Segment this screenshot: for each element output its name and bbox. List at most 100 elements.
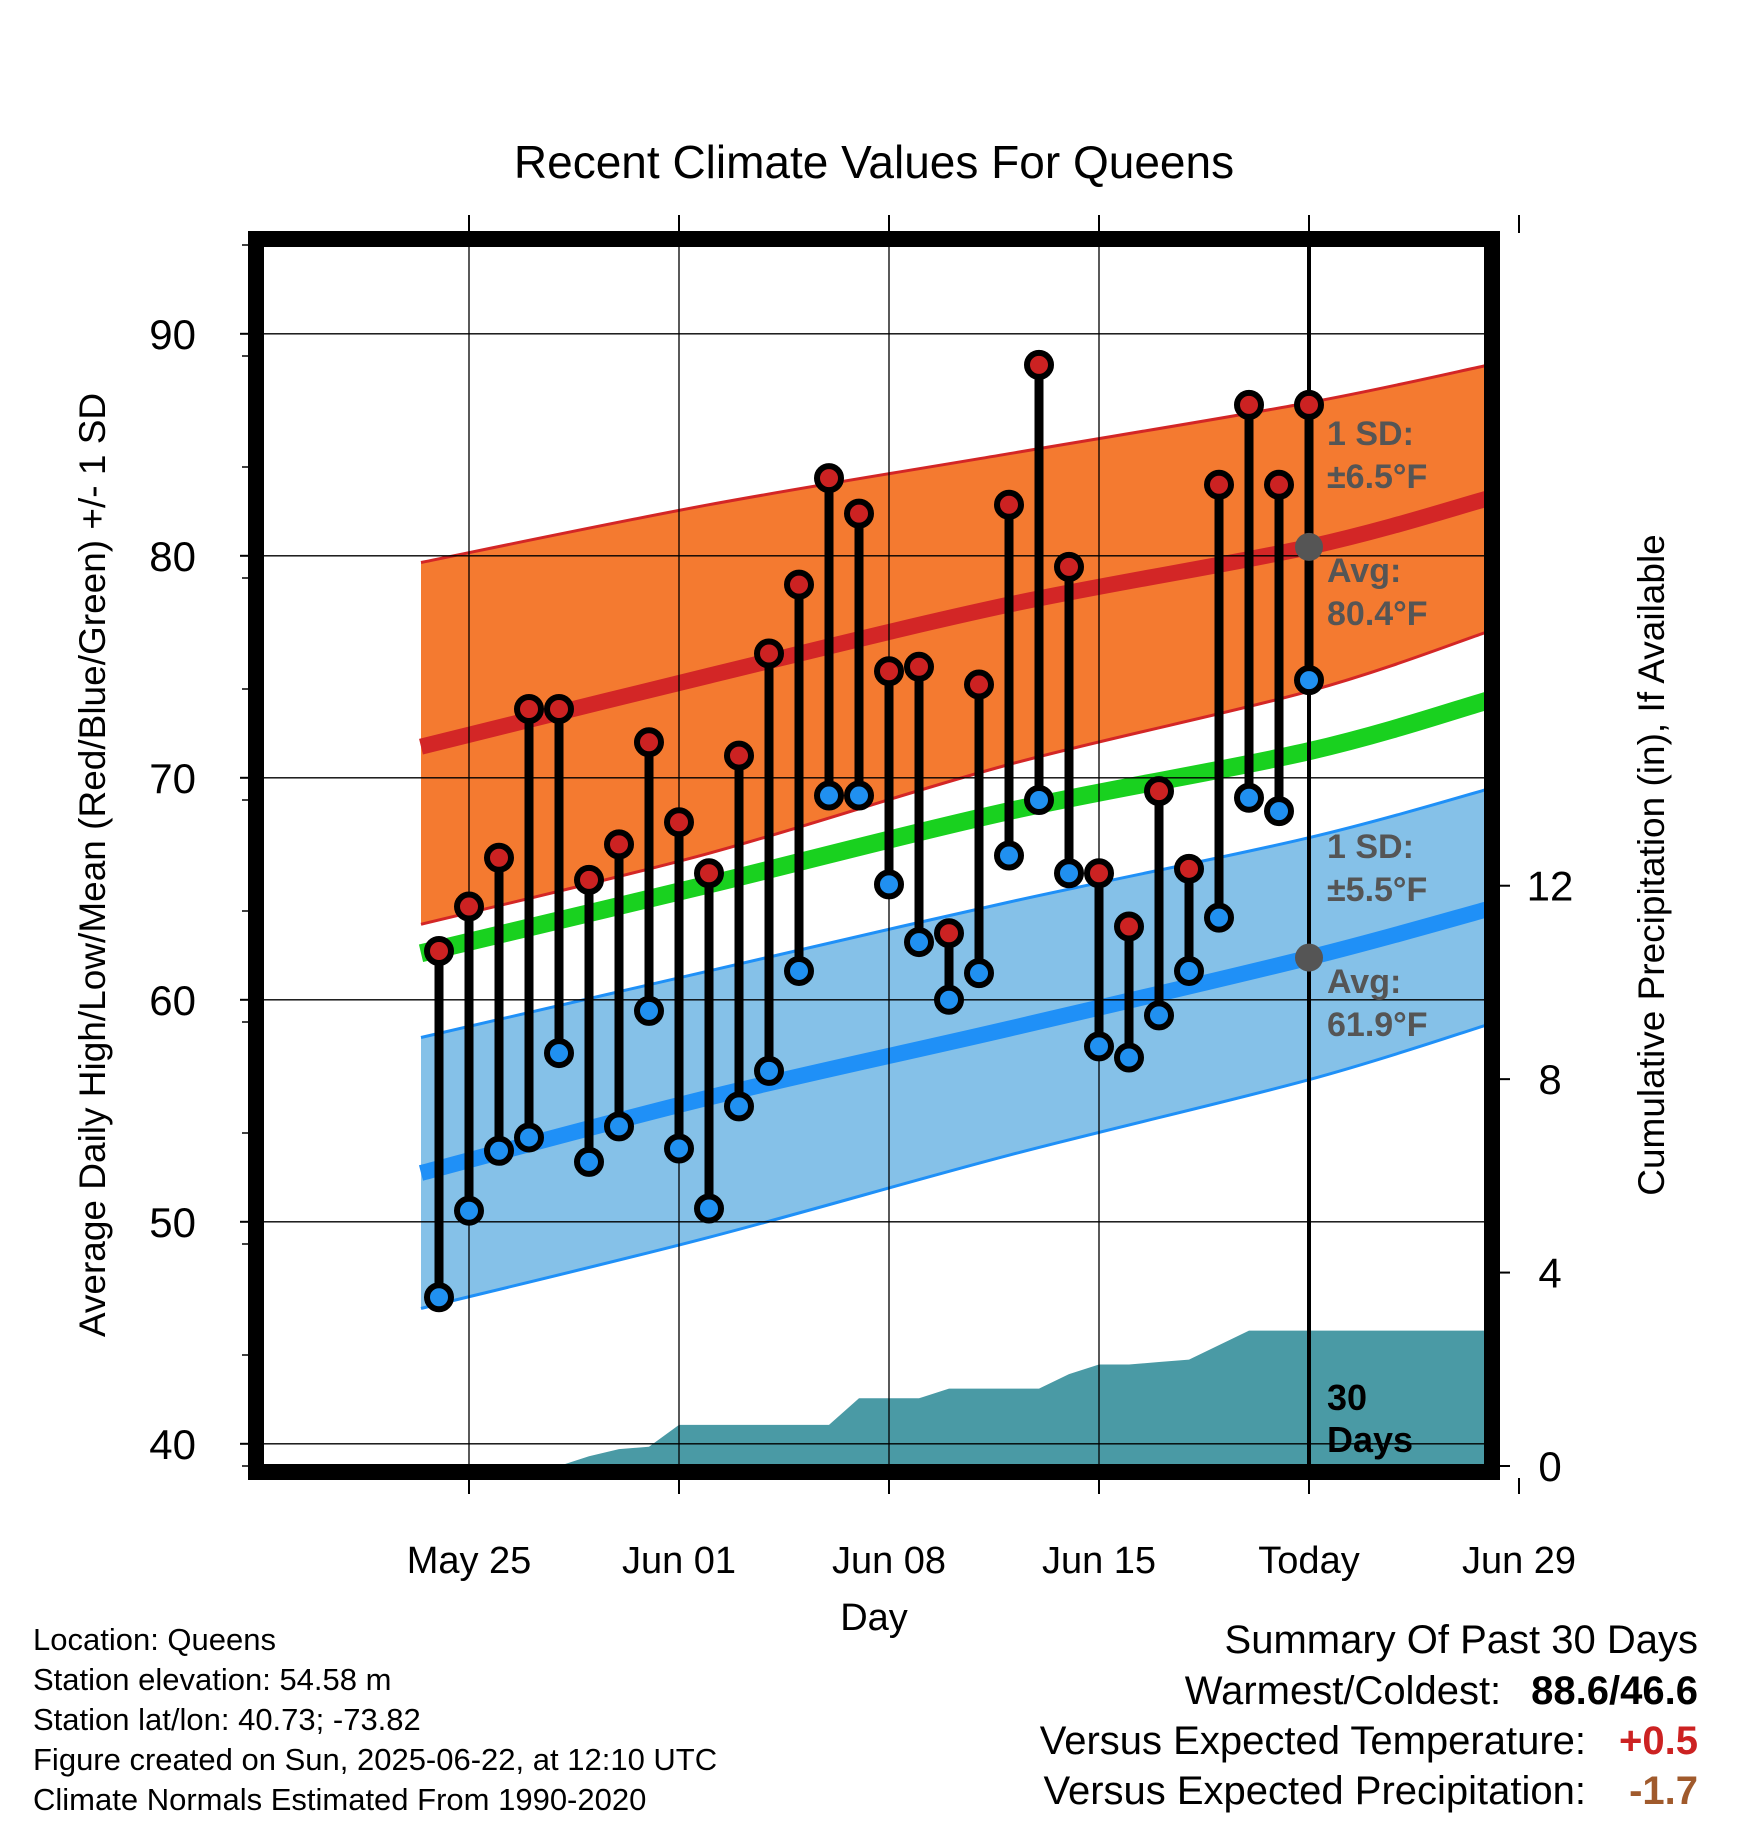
low-point — [934, 984, 964, 1015]
normals-text: Climate Normals Estimated From 1990-2020 — [33, 1782, 647, 1817]
location-text: Location: Queens — [33, 1622, 277, 1657]
low-point — [634, 995, 664, 1026]
low-point — [1144, 1000, 1174, 1031]
low-point — [424, 1282, 454, 1313]
high-point — [964, 669, 994, 700]
high-point — [1204, 469, 1234, 500]
low-point — [784, 955, 814, 986]
low-point — [1114, 1042, 1144, 1073]
precipitation-area — [421, 1330, 1486, 1466]
high-point — [1294, 389, 1324, 420]
x-tick-label: Today — [1258, 1540, 1359, 1582]
high-avg-dot — [1295, 532, 1323, 561]
high-normal-line — [419, 490, 1486, 755]
high-point — [574, 864, 604, 895]
low-sd-label: 1 SD: — [1327, 828, 1414, 866]
y2-tick-label: 12 — [1527, 863, 1574, 910]
low-point — [664, 1133, 694, 1164]
high-point — [1234, 389, 1264, 420]
y-axis-label: Average Daily High/Low/Mean (Red/Blue/Gr… — [72, 393, 113, 1337]
low-point — [874, 869, 904, 900]
low-point — [1084, 1031, 1114, 1062]
low-point — [904, 927, 934, 958]
station-info: Location: Queens Station elevation: 54.5… — [33, 1620, 717, 1820]
low-point — [1024, 785, 1054, 815]
y2-tick-label: 8 — [1538, 1056, 1561, 1103]
low-point — [1294, 665, 1324, 696]
low-sd-upper-edge — [420, 788, 1486, 1039]
low-point — [1054, 858, 1084, 889]
y2-tick-label: 4 — [1538, 1250, 1561, 1297]
high-point — [754, 638, 784, 669]
high-point — [784, 569, 814, 600]
low-point — [1234, 782, 1264, 813]
high-point — [1264, 469, 1294, 500]
x-axis-label: Day — [840, 1597, 908, 1639]
low-point — [724, 1091, 754, 1122]
low-avg-value: 61.9°F — [1327, 1006, 1428, 1044]
y-tick-label: 90 — [149, 311, 196, 358]
plot-frame — [248, 231, 1500, 1480]
low-normal-line — [418, 901, 1486, 1181]
high-point — [1054, 551, 1084, 582]
summary-temp-label: Versus Expected Temperature: — [1039, 1719, 1586, 1763]
high-point — [994, 489, 1024, 520]
high-point — [694, 858, 724, 889]
mean-normal-line — [418, 691, 1486, 962]
high-point — [1084, 858, 1114, 889]
high-point — [1024, 349, 1054, 380]
low-point — [514, 1122, 544, 1153]
elevation-text: Station elevation: 54.58 m — [33, 1662, 392, 1697]
chart-title: Recent Climate Values For Queens — [514, 136, 1234, 188]
high-point — [424, 935, 454, 966]
low-avg-dot — [1295, 943, 1323, 972]
low-point — [994, 840, 1024, 871]
summary-warm-cold-row: Warmest/Coldest: 88.6/46.6 — [1040, 1666, 1698, 1716]
summary-precip-label: Versus Expected Precipitation: — [1043, 1769, 1586, 1813]
low-point — [484, 1135, 514, 1166]
y-tick-label: 70 — [149, 755, 196, 802]
high-point — [664, 807, 694, 838]
low-point — [574, 1146, 604, 1177]
y-tick-label: 50 — [149, 1199, 196, 1246]
high-point — [724, 740, 754, 771]
x-tick-label: May 25 — [407, 1540, 532, 1582]
low-avg-label: Avg: — [1327, 963, 1401, 1001]
summary-title: Summary Of Past 30 Days — [1224, 1618, 1698, 1662]
high-point — [934, 918, 964, 949]
latlon-text: Station lat/lon: 40.73; -73.82 — [33, 1702, 421, 1737]
y-tick-label: 80 — [149, 533, 196, 580]
summary-warm-cold-label: Warmest/Coldest: — [1184, 1669, 1502, 1713]
summary-precip-value: -1.7 — [1629, 1769, 1698, 1813]
high-point — [514, 693, 544, 724]
y-tick-label: 40 — [149, 1421, 196, 1468]
period-label-days: Days — [1327, 1419, 1413, 1460]
high-point — [844, 498, 874, 529]
high-point — [1144, 776, 1174, 807]
summary-precip-row: Versus Expected Precipitation: -1.7 — [1040, 1766, 1698, 1816]
summary-temp-value: +0.5 — [1619, 1719, 1698, 1763]
low-point — [814, 780, 844, 811]
low-point — [1174, 955, 1204, 986]
low-point — [964, 958, 994, 989]
high-sd-label: 1 SD: — [1327, 415, 1414, 453]
high-point — [814, 463, 844, 494]
x-tick-label: Jun 08 — [832, 1540, 946, 1582]
low-point — [754, 1055, 784, 1086]
x-tick-label: Jun 15 — [1042, 1540, 1156, 1582]
low-point — [604, 1111, 634, 1142]
high-point — [1174, 853, 1204, 884]
high-point — [484, 842, 514, 873]
period-label-number: 30 — [1327, 1377, 1367, 1418]
low-point — [454, 1195, 484, 1226]
low-sd-value: ±5.5°F — [1327, 871, 1427, 909]
low-point — [694, 1193, 724, 1224]
high-point — [874, 656, 904, 687]
summary-panel: Summary Of Past 30 Days Warmest/Coldest:… — [1040, 1614, 1698, 1816]
low-point — [1204, 902, 1234, 933]
high-point — [604, 829, 634, 860]
low-point — [544, 1038, 574, 1069]
high-point — [544, 693, 574, 724]
created-text: Figure created on Sun, 2025-06-22, at 12… — [33, 1742, 718, 1777]
